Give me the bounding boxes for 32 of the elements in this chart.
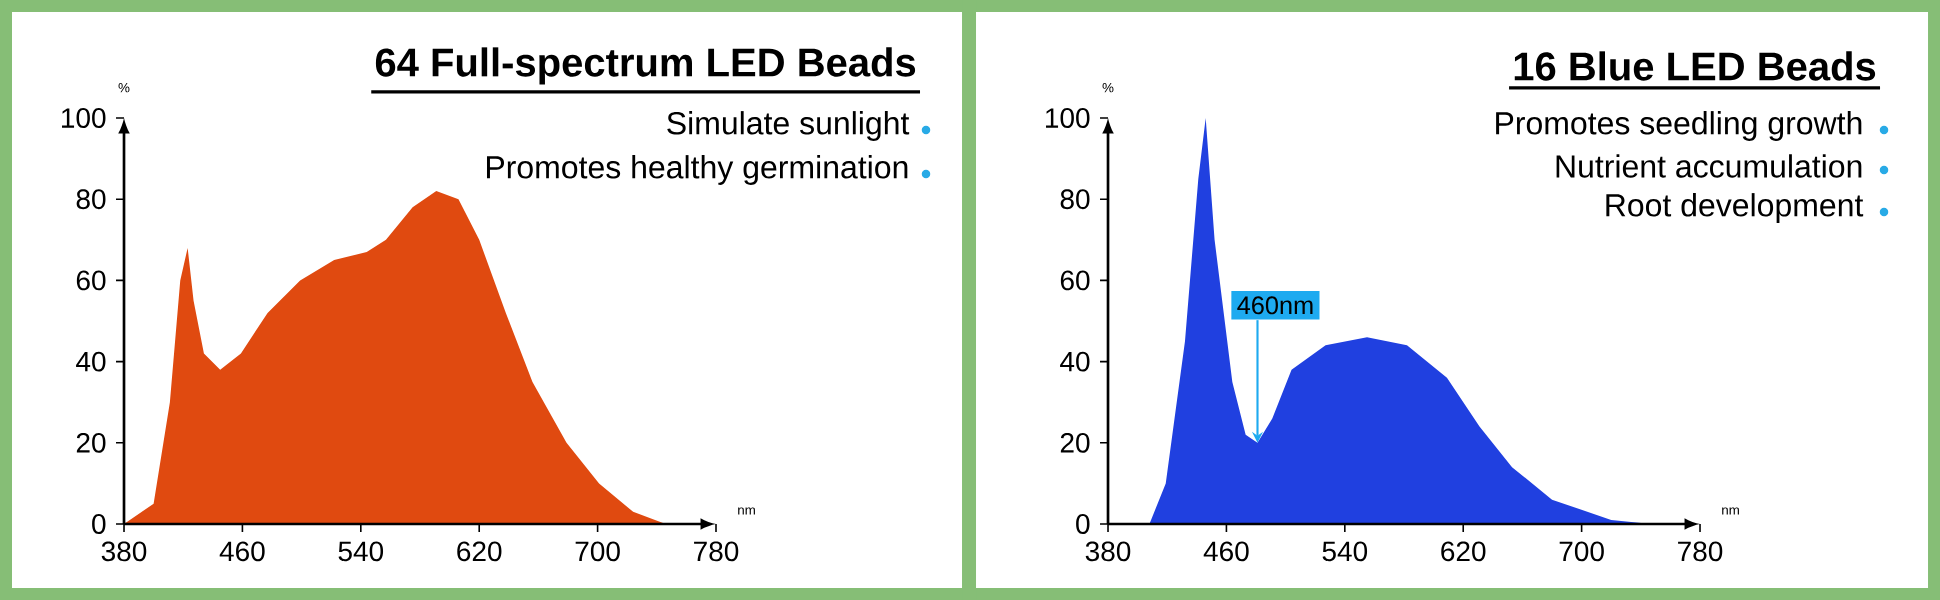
chart-title: 16 Blue LED Beads [1514,51,1876,81]
x-tick-label: 620 [457,541,502,562]
chart-title: 64 Full-spectrum LED Beads [375,47,916,85]
annotation: Simulate sunlight [667,111,910,141]
x-tick-label: 620 [1441,541,1486,562]
x-tick-label: 380 [1085,541,1131,562]
x-tick-label: 700 [1559,541,1604,562]
annotation: Promotes healthy germination [486,155,908,185]
y-tick-label: 80 [1060,189,1090,210]
y-tick-label: 60 [76,270,106,291]
y-tick-label: 60 [1060,270,1090,291]
y-tick-label: 80 [76,189,106,210]
x-tick-label: 380 [101,541,147,562]
x-tick-label: 540 [338,541,384,562]
x-tick-label: 460 [219,541,265,562]
x-tick-label: 700 [575,541,620,562]
x-tick-label: 780 [694,541,739,562]
y-tick-label: 40 [1060,351,1090,372]
annotation: Root development [1606,193,1864,223]
annotation: Promotes seedling growth [1496,111,1862,141]
y-tick-label: 100 [62,108,106,128]
y-tick-label: 0 [92,514,106,534]
annotation: 460nm [1237,296,1313,315]
y-tick-label: 40 [76,351,106,372]
x-tick-label: 460 [1203,541,1249,562]
x-tick-label: 780 [1678,541,1723,562]
y-tick-label: 100 [1046,108,1090,128]
x-tick-label: 540 [1322,541,1368,562]
y-tick-label: 20 [76,432,106,453]
y-tick-label: 0 [1076,514,1090,534]
y-tick-label: 20 [1060,432,1090,453]
annotation: Nutrient accumulation [1556,154,1862,178]
